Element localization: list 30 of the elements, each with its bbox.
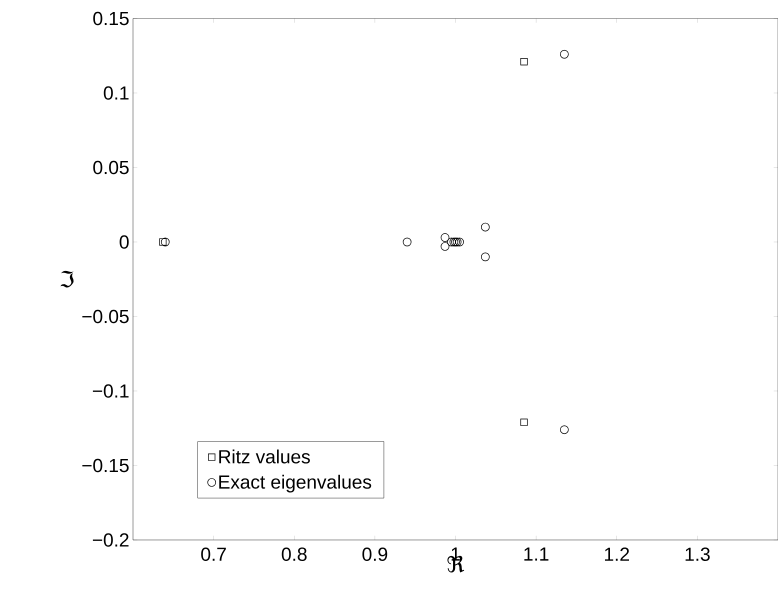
y-tick-label: −0.05 — [82, 310, 129, 324]
x-tick-label: 0.8 — [282, 548, 307, 561]
y-tick-label: −0.15 — [82, 458, 129, 472]
x-tick-label: 1.3 — [686, 548, 710, 561]
x-tick-label: 1.1 — [524, 548, 548, 561]
point — [160, 238, 170, 246]
y-axis-title: ℑ — [60, 270, 74, 288]
y-tick-label: 0.15 — [93, 12, 129, 26]
point — [440, 242, 450, 251]
point — [520, 58, 528, 66]
point — [520, 418, 528, 426]
point — [159, 238, 166, 246]
x-tick-label: 0.7 — [201, 548, 226, 561]
y-tick-label: −0.1 — [92, 384, 129, 398]
x-tick-label: 0.9 — [362, 548, 388, 561]
point — [447, 238, 456, 246]
point — [480, 222, 490, 232]
point — [402, 238, 412, 246]
y-tick-label: −0.2 — [92, 533, 129, 547]
y-tick-label: 0.1 — [104, 86, 129, 100]
point — [560, 425, 569, 434]
point — [480, 252, 490, 262]
x-tick-label: 1.2 — [604, 548, 630, 561]
point — [440, 233, 450, 242]
legend-label: Exact eigenvalues — [219, 474, 372, 492]
point — [455, 238, 464, 246]
y-tick-label: 0 — [120, 235, 129, 249]
point — [560, 50, 569, 59]
y-tick-label: 0.05 — [93, 160, 129, 174]
legend-label: Ritz values — [219, 450, 310, 464]
